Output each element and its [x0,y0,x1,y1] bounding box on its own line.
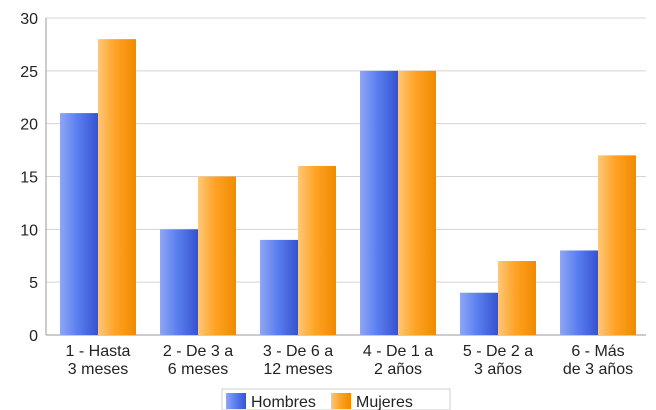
y-tick-label: 10 [20,222,38,239]
legend-swatch-mujeres [331,393,351,409]
axes [45,18,646,336]
legend-label-hombres: Hombres [251,394,316,410]
bar-hombres-5 [460,292,498,335]
x-category-label: 3 - De 6 a 12 meses [263,343,333,378]
bars [60,39,636,336]
bar-hombres-6 [560,250,598,335]
bar-mujeres-3 [298,165,336,335]
y-tick-label: 0 [29,328,38,345]
bar-hombres-4 [360,70,398,335]
bar-mujeres-6 [598,155,636,335]
y-tick-label: 30 [20,11,38,28]
bar-mujeres-5 [498,261,536,335]
y-tick-label: 20 [20,117,38,134]
bar-mujeres-4 [398,70,436,335]
legend-label-mujeres: Mujeres [356,394,413,410]
bar-mujeres-2 [198,176,236,335]
bar-hombres-2 [160,229,198,335]
y-tick-labels: 0 5 10 15 20 25 30 [20,11,38,345]
y-tick-label: 25 [20,64,38,81]
bar-hombres-3 [260,239,298,335]
gridlines [46,17,646,283]
legend-swatch-hombres [226,393,246,409]
x-category-label: 6 - Más de 3 años [563,343,633,378]
legend: Hombres Mujeres [221,388,451,410]
y-tick-label: 15 [20,170,38,187]
bar-hombres-1 [60,113,98,335]
x-category-label: 1 - Hasta 3 meses [66,343,131,378]
y-tick-label: 5 [29,275,38,292]
bar-mujeres-1 [98,39,136,336]
